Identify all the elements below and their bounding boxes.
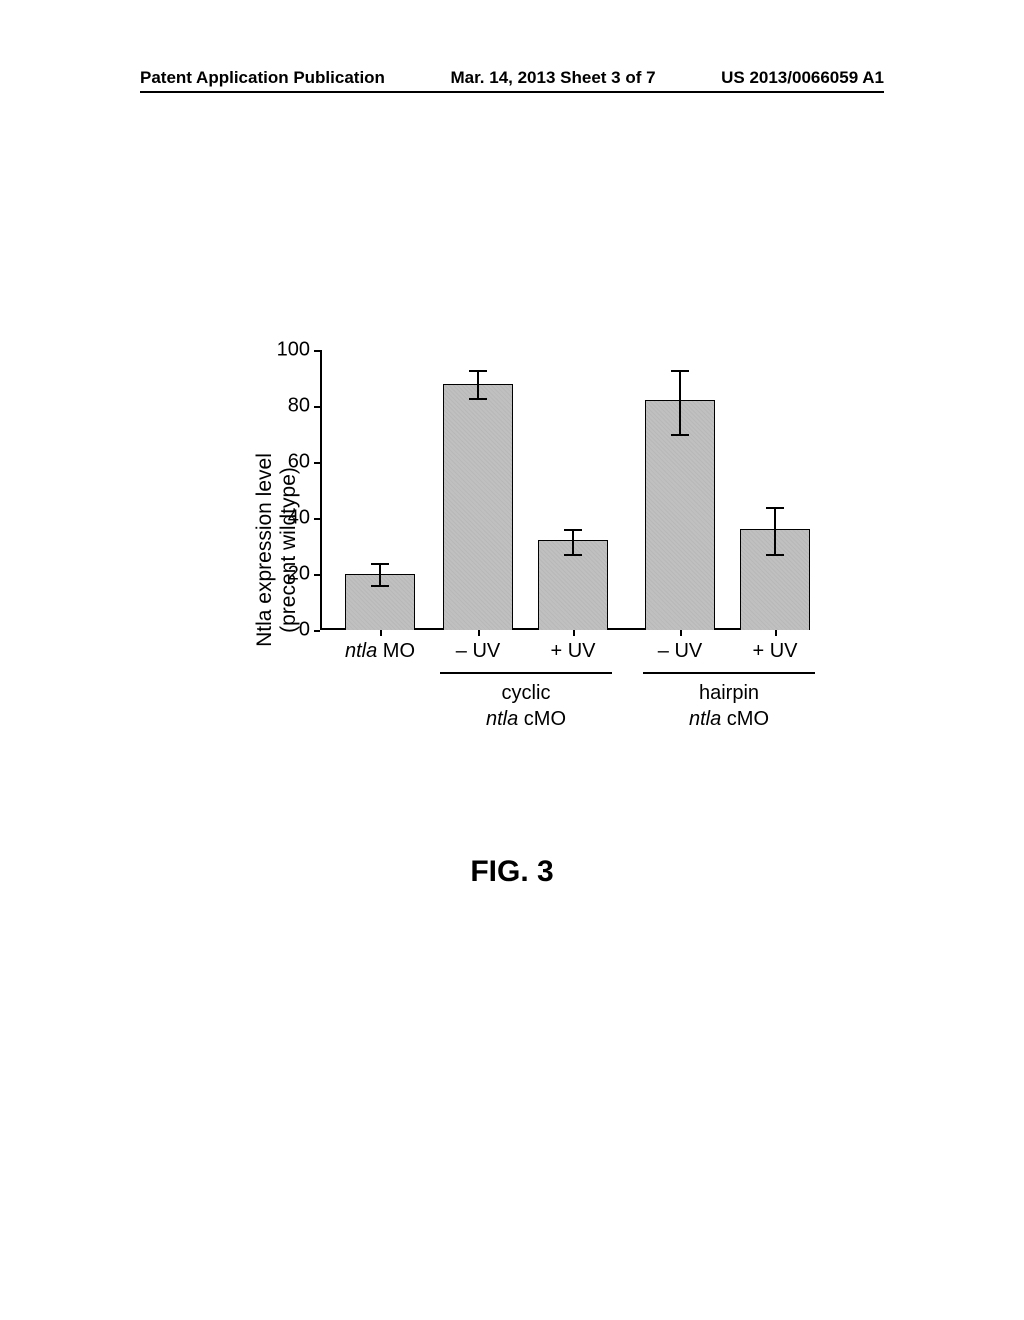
x-tick	[573, 630, 575, 636]
group-label: ntla cMO	[486, 708, 566, 731]
group-label: ntla cMO	[689, 708, 769, 731]
x-axis-label: + UV	[752, 640, 797, 663]
header-center: Mar. 14, 2013 Sheet 3 of 7	[451, 68, 656, 91]
error-bar	[679, 370, 681, 434]
error-cap	[564, 554, 582, 556]
error-bar	[379, 563, 381, 585]
group-label: cyclic	[502, 682, 551, 705]
y-tick	[314, 350, 320, 352]
x-tick	[775, 630, 777, 636]
x-tick	[680, 630, 682, 636]
x-axis-label: ntla MO	[345, 640, 415, 663]
x-axis-label: + UV	[550, 640, 595, 663]
y-tick	[314, 574, 320, 576]
y-tick	[314, 518, 320, 520]
y-tick-label: 40	[270, 507, 310, 530]
x-axis-label: – UV	[658, 640, 702, 663]
x-tick	[380, 630, 382, 636]
error-cap	[671, 434, 689, 436]
y-axis	[320, 350, 322, 630]
group-label: hairpin	[699, 682, 759, 705]
group-line	[643, 672, 815, 674]
error-cap	[766, 507, 784, 509]
y-tick-label: 20	[270, 563, 310, 586]
error-bar	[477, 370, 479, 398]
bar	[443, 384, 513, 630]
error-cap	[371, 585, 389, 587]
header-left: Patent Application Publication	[140, 68, 385, 91]
y-tick-label: 0	[270, 619, 310, 642]
y-tick	[314, 630, 320, 632]
y-tick	[314, 462, 320, 464]
chart: Ntla expression level (precent wildtype)…	[200, 350, 840, 750]
error-cap	[371, 563, 389, 565]
header: Patent Application Publication Mar. 14, …	[140, 68, 884, 93]
error-cap	[766, 554, 784, 556]
y-tick-label: 60	[270, 451, 310, 474]
group-line	[440, 672, 612, 674]
error-bar	[774, 507, 776, 555]
y-tick	[314, 406, 320, 408]
error-cap	[564, 529, 582, 531]
error-cap	[671, 370, 689, 372]
error-cap	[469, 398, 487, 400]
error-cap	[469, 370, 487, 372]
x-tick	[478, 630, 480, 636]
plot-area: 020406080100	[320, 350, 800, 630]
header-right: US 2013/0066059 A1	[721, 68, 884, 91]
x-axis-label: – UV	[456, 640, 500, 663]
y-tick-label: 80	[270, 395, 310, 418]
figure-caption: FIG. 3	[470, 855, 553, 889]
y-tick-label: 100	[270, 339, 310, 362]
error-bar	[572, 529, 574, 554]
